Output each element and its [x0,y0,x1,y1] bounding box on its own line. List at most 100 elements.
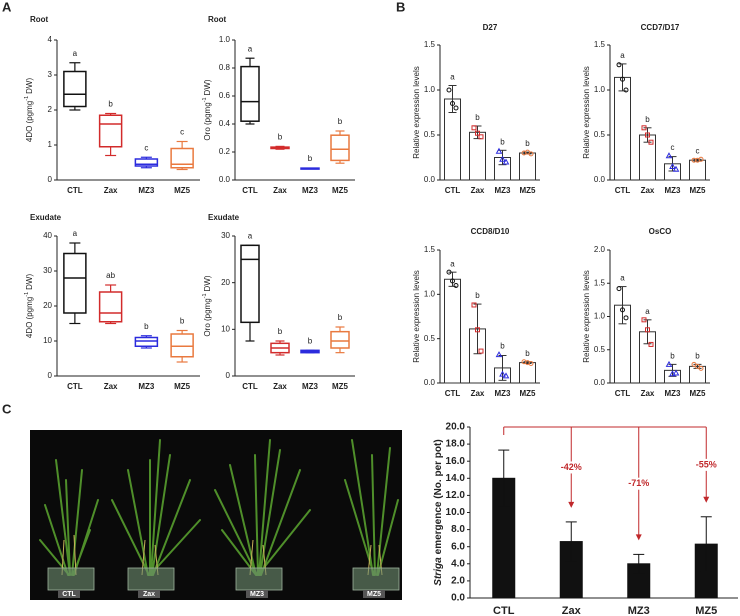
y-axis-label-part: -1 [24,292,30,297]
annotation: -42% [561,462,582,472]
significance-letter: a [620,51,625,60]
significance-letter: a [73,229,78,238]
annotation-bg [693,458,720,471]
y-axis-label: Oro (pgmg-1 DW) [202,275,212,336]
y-tick-label: 1.5 [594,278,606,287]
y-tick-label: 0.8 [219,63,231,72]
panel-label: C [2,401,12,416]
significance-letter: b [338,313,343,322]
y-axis-label-part: DW) [203,79,212,95]
y-axis-label-part: DW) [25,274,34,290]
chart: 0 1 2 3 4 Root 4DO (pgmg-1 DW) CTL Zax MZ3 MZ5 a b c c [24,15,200,195]
box [330,330,350,349]
y-tick-label: 0 [48,175,53,184]
y-tick-label: 0.2 [219,147,231,156]
significance-letter: c [144,143,148,152]
box [134,158,159,167]
data-point [450,101,455,106]
y-tick-label: 3 [48,70,53,79]
y-axis-label: Relative expression levels [582,66,591,159]
significance-letter: c [180,128,184,137]
data-point [502,158,510,165]
x-tick-label: MZ3 [138,186,155,195]
chart: 0.0 0.5 1.0 1.5 CCD8/D10 Relative expression … [412,227,540,398]
x-tick-label: Zax [273,186,287,195]
bar [469,131,486,181]
y-tick-label: 0.5 [424,334,436,343]
y-tick-label: 0.0 [451,593,465,604]
x-tick-label: Zax [471,389,485,398]
y-tick-label: 6.0 [451,541,465,552]
significance-letter: c [671,143,675,152]
x-tick-label: CTL [445,186,461,195]
box [330,134,350,162]
x-tick-label: MZ3 [628,605,650,616]
y-tick-label: 10 [43,336,52,345]
significance-letter: b [475,113,480,122]
y-tick-label: 12.0 [446,490,466,501]
y-axis-label: 4DO (pgmg-1 DW) [24,274,34,339]
x-tick-label: Zax [562,605,582,616]
x-tick-label: CTL [67,382,83,391]
y-tick-label: 4 [48,35,53,44]
data-point [641,125,647,131]
x-tick-label: CTL [615,389,631,398]
chart: 0.0 0.5 1.0 1.5 D27 Relative expression level… [412,23,540,195]
chart-title: CCD8/D10 [471,227,510,236]
y-axis-label-part: -1 [24,96,30,101]
y-tick-label: 2.0 [451,576,465,587]
annotation: -71% [628,478,649,488]
bar [614,76,631,181]
data-point [620,76,625,82]
x-tick-label: MZ3 [302,186,319,195]
data-point [495,351,503,358]
y-axis-label: Relative expression levels [582,270,591,363]
y-tick-label: 20.0 [446,422,466,433]
plant-bases [61,534,383,576]
data-point [672,165,680,172]
x-tick-label: Zax [471,186,485,195]
y-tick-label: 14.0 [446,473,466,484]
photo: CTL Zax MZ3 MZ5 [30,430,402,600]
data-point [623,315,629,321]
y-tick-label: 0 [48,371,53,380]
data-point [669,162,676,169]
y-axis-label-part: Oro (pgmg [203,102,212,140]
y-axis-label: Relative expression levels [412,66,421,159]
data-point [471,125,477,131]
plants [39,439,399,576]
photo-label: Zax [143,591,155,598]
x-tick-label: CTL [615,186,631,195]
bar [519,152,536,181]
significance-letter: b [645,115,650,124]
y-axis-label-part: Striga [433,557,444,586]
significance-letter: a [73,49,78,58]
data-point [471,302,477,308]
label-tag [58,590,80,598]
data-point [446,269,452,275]
x-tick-label: MZ5 [332,186,349,195]
y-axis-label-part: 4DO (pgmg [25,101,34,142]
data-point [475,327,480,333]
y-tick-label: 0.0 [424,378,436,387]
data-point [645,327,650,333]
y-axis-label-part: Oro (pgmg [203,298,212,336]
y-axis-label: Striga emergence (No. per pot) [433,439,444,585]
y-axis-label-part: Relative expression levels [412,66,421,159]
significance-letter: b [525,139,530,148]
box [240,244,260,324]
significance-letter: c [696,146,700,155]
x-tick-label: MZ5 [695,605,717,616]
y-tick-label: 0.5 [594,130,606,139]
x-tick-label: CTL [67,186,83,195]
y-axis-label-part: DW) [203,275,212,291]
chart-title: D27 [483,23,498,32]
significance-letter: b [278,327,283,336]
chart: 0.0 0.2 0.4 0.6 0.8 1.0 Root Oro (pgmg-1 DW) CTL Z… [202,15,355,195]
chart: 0.0 0.5 1.0 1.5 2.0 OsCO Relative expression l… [582,227,710,398]
y-tick-label: 1.0 [594,85,606,94]
data-point [623,87,629,93]
significance-letter: b [278,133,283,142]
data-point [528,360,534,366]
